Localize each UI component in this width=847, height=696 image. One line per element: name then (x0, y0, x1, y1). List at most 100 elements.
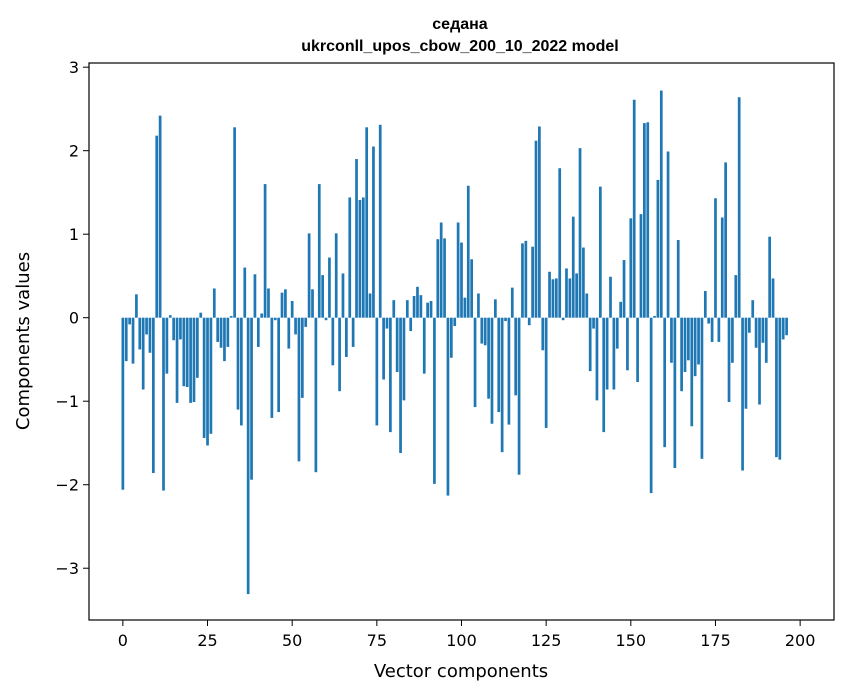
bar-component-112 (500, 317, 504, 453)
bar-component-96 (446, 317, 450, 496)
y-tick-label: −1 (55, 392, 79, 411)
bar-component-115 (510, 287, 514, 318)
bar-component-25 (206, 317, 209, 446)
bar-component-24 (202, 317, 206, 438)
bar-component-105 (477, 293, 480, 318)
bar-component-55 (307, 233, 311, 318)
bar-component-52 (297, 317, 301, 462)
bar-component-125 (544, 317, 548, 428)
bar-component-154 (643, 123, 646, 318)
bar-component-164 (676, 240, 680, 318)
bar-component-61 (328, 257, 331, 318)
bar-component-144 (609, 276, 612, 318)
bar-component-161 (666, 151, 670, 318)
bar-component-4 (135, 294, 138, 318)
bar-component-31 (226, 317, 230, 347)
bar-component-49 (287, 317, 291, 349)
bar-component-136 (582, 247, 585, 318)
bar-component-17 (179, 317, 182, 340)
y-tick-label: −3 (55, 559, 79, 578)
bar-component-73 (368, 293, 372, 318)
bar-component-169 (693, 317, 697, 377)
bar-component-97 (449, 317, 453, 358)
x-axis-ticks: 0 25 50 75 100 125 150 175 200 (118, 620, 815, 650)
y-tick-label: −2 (55, 476, 79, 495)
bar-component-102 (466, 185, 470, 318)
bar-component-22 (196, 317, 199, 378)
bar-component-118 (521, 243, 524, 318)
y-tick-label: 2 (69, 142, 79, 161)
bar-component-171 (700, 317, 704, 459)
bar-component-186 (751, 300, 755, 318)
bar-component-94 (439, 222, 443, 318)
bar-component-111 (497, 317, 501, 413)
bar-component-90 (426, 302, 429, 318)
bar-component-185 (747, 317, 751, 333)
bar-component-103 (470, 259, 474, 318)
bar-component-66 (345, 317, 348, 357)
bar-component-172 (703, 290, 707, 318)
y-axis-label: Components values (13, 252, 34, 430)
bar-component-14 (168, 315, 172, 318)
bar-component-148 (622, 260, 626, 318)
bar-component-69 (355, 159, 358, 318)
bar-component-174 (710, 317, 714, 342)
bar-component-41 (260, 313, 264, 318)
bar-component-51 (294, 317, 297, 335)
bar-component-13 (165, 317, 169, 374)
x-tick-label: 50 (282, 631, 302, 650)
bar-component-46 (277, 317, 280, 413)
bar-component-58 (317, 184, 321, 318)
bar-component-127 (551, 279, 555, 318)
chart-subtitle: ukrconll_upos_cbow_200_10_2022 model (301, 38, 618, 55)
bar-component-70 (358, 199, 362, 318)
bar-component-26 (209, 317, 213, 434)
bar-component-117 (517, 317, 521, 475)
bar-component-131 (565, 268, 568, 318)
bar-component-173 (707, 317, 711, 324)
bar-component-56 (311, 289, 314, 318)
bar-component-194 (778, 317, 782, 460)
bar-component-78 (385, 317, 389, 329)
bar-component-63 (334, 233, 338, 318)
bar-component-65 (341, 273, 345, 318)
bar-component-101 (463, 297, 467, 318)
bar-component-98 (453, 317, 457, 327)
bar-component-140 (595, 317, 599, 401)
bar-component-10 (155, 135, 159, 318)
bars-layer (121, 90, 788, 595)
x-tick-label: 25 (197, 631, 217, 650)
bar-component-149 (626, 317, 629, 371)
x-tick-label: 0 (118, 631, 128, 650)
bar-component-59 (321, 275, 325, 318)
bar-component-74 (372, 146, 375, 318)
bar-component-138 (588, 317, 592, 372)
bar-component-104 (473, 317, 477, 408)
bar-component-181 (734, 275, 738, 318)
bar-component-195 (781, 317, 785, 340)
bar-component-175 (714, 198, 717, 318)
bar-component-139 (592, 317, 595, 329)
bar-component-120 (527, 317, 531, 326)
bar-component-6 (141, 317, 145, 390)
bar-component-151 (632, 99, 636, 318)
bar-component-146 (615, 317, 619, 349)
x-tick-label: 175 (700, 631, 731, 650)
bar-component-75 (375, 317, 379, 426)
bar-component-135 (578, 148, 582, 318)
bar-component-189 (761, 317, 765, 343)
bar-component-19 (185, 317, 189, 388)
chart-title: седана (432, 16, 488, 33)
bar-component-107 (483, 317, 487, 346)
bar-component-15 (172, 317, 176, 341)
bar-component-80 (392, 300, 396, 318)
bar-component-79 (389, 317, 392, 433)
bar-component-11 (158, 115, 162, 318)
bar-component-91 (429, 301, 433, 318)
bar-component-124 (541, 317, 545, 351)
bar-component-142 (602, 317, 606, 433)
bar-component-128 (554, 278, 558, 318)
bar-component-23 (199, 312, 203, 318)
bar-component-166 (683, 317, 687, 372)
